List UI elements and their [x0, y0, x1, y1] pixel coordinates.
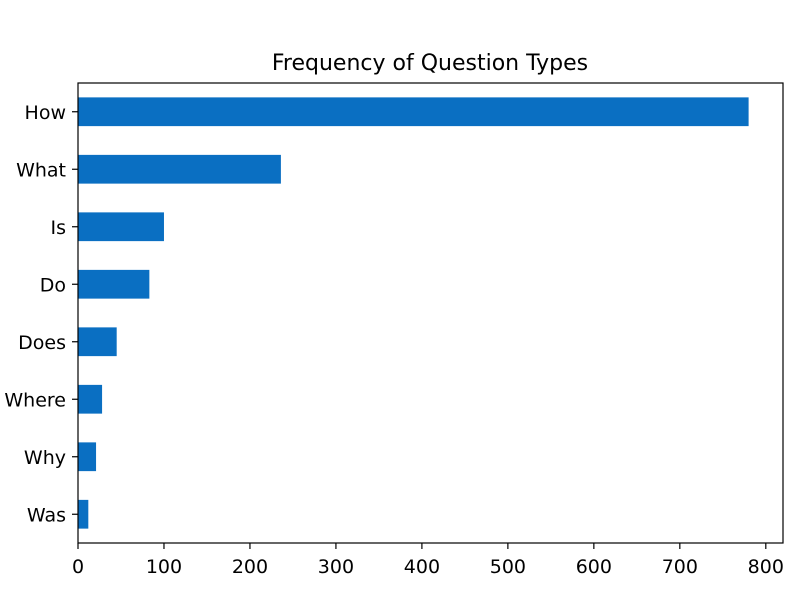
- bars-group: [78, 97, 749, 529]
- x-tick-label: 100: [146, 556, 182, 578]
- bar-was: [78, 499, 89, 529]
- x-tick-label: 400: [404, 556, 440, 578]
- bar-do: [78, 269, 150, 299]
- y-tick-label: Does: [18, 332, 66, 354]
- y-tick-label: What: [16, 159, 66, 181]
- bar-does: [78, 327, 117, 357]
- y-tick-label: Was: [27, 504, 66, 526]
- bar-why: [78, 442, 97, 472]
- bar-what: [78, 154, 281, 184]
- x-tick-label: 600: [576, 556, 612, 578]
- x-axis-ticks: 0 100 200 300 400 500 600 700 800: [72, 543, 784, 578]
- x-tick-label: 500: [490, 556, 526, 578]
- y-tick-label: Is: [50, 217, 66, 239]
- y-axis-ticks: How What Is Do Does Where Why Was: [4, 102, 78, 526]
- y-tick-label: Why: [24, 447, 66, 469]
- x-tick-label: 0: [72, 556, 84, 578]
- y-tick-label: How: [25, 102, 66, 124]
- x-tick-label: 800: [748, 556, 784, 578]
- x-tick-label: 200: [232, 556, 268, 578]
- plot-frame: [77, 82, 784, 544]
- bar-how: [78, 97, 749, 127]
- y-tick-label: Do: [40, 274, 66, 296]
- x-tick-label: 700: [662, 556, 698, 578]
- bar-is: [78, 212, 164, 242]
- y-tick-label: Where: [4, 389, 66, 411]
- chart-title: Frequency of Question Types: [272, 51, 588, 76]
- bar-where: [78, 384, 103, 414]
- x-tick-label: 300: [318, 556, 354, 578]
